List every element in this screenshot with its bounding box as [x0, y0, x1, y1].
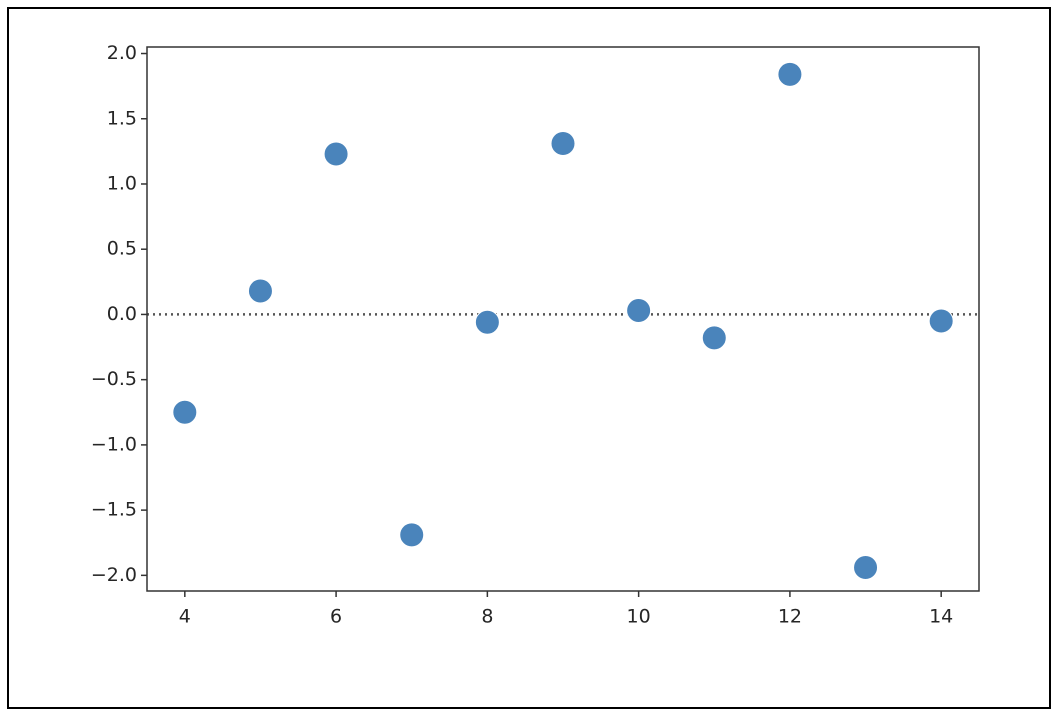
x-tick-label: 6: [330, 606, 342, 628]
x-tick-label: 14: [929, 606, 953, 628]
point: [701, 325, 727, 351]
point: [323, 141, 349, 167]
y-tick-label: 1.5: [107, 107, 137, 129]
y-tick-label: −1.5: [91, 499, 137, 521]
x-tick-label: 4: [179, 606, 191, 628]
point: [399, 522, 425, 548]
x-tick-label: 12: [778, 606, 802, 628]
y-tick-label: 1.0: [107, 172, 137, 194]
point: [928, 308, 954, 334]
y-tick-label: 0.5: [107, 238, 137, 260]
point: [474, 309, 500, 335]
point: [550, 131, 576, 157]
x-tick-label: 8: [481, 606, 493, 628]
point: [172, 399, 198, 425]
y-tick-label: 0.0: [107, 303, 137, 325]
plot-area: [146, 46, 980, 592]
x-tick-label: 10: [627, 606, 651, 628]
y-tick-label: −0.5: [91, 368, 137, 390]
y-tick-label: −2.0: [91, 564, 137, 586]
frame: [7, 7, 1051, 709]
point: [777, 61, 803, 87]
y-tick-label: −1.0: [91, 433, 137, 455]
point: [626, 298, 652, 324]
point: [247, 278, 273, 304]
point: [853, 555, 879, 581]
y-tick-label: 2.0: [107, 42, 137, 64]
